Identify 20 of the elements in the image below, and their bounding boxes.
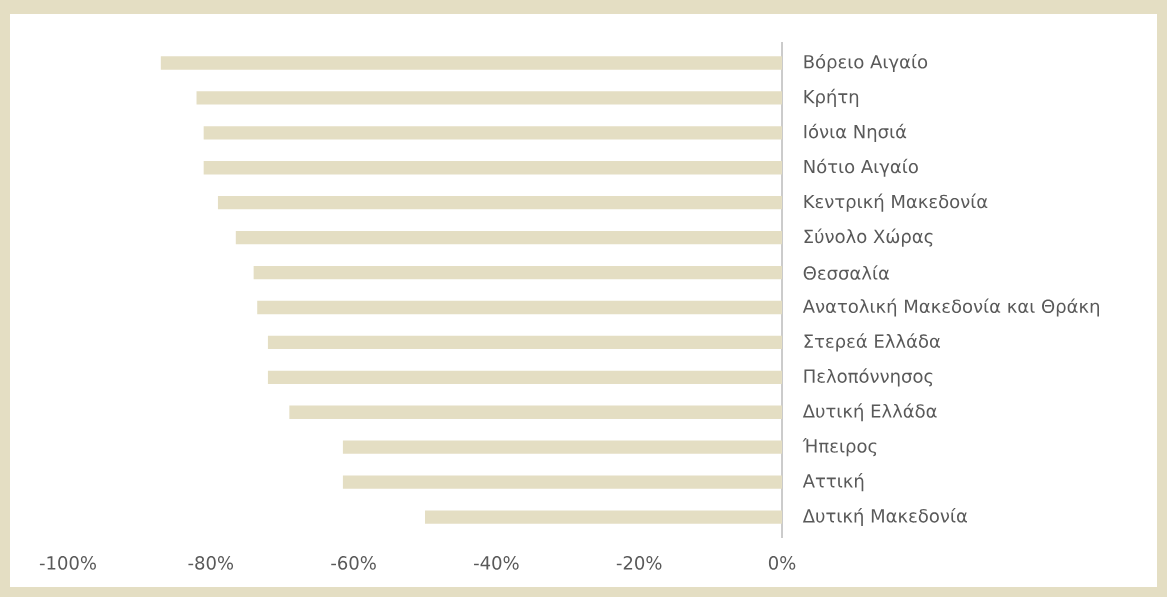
x-tick-label: -20%: [616, 556, 662, 570]
x-tick-label: -100%: [39, 556, 96, 570]
y-tick-label: Στερεά Ελλάδα: [804, 333, 940, 352]
x-tick-label: 0%: [768, 556, 796, 570]
y-tick-label: Δυτική Μακεδονία: [802, 507, 967, 527]
x-tick-label: -80%: [188, 556, 234, 570]
y-tick-label: Ήπειρος: [802, 438, 877, 457]
x-tick-label: -60%: [331, 556, 376, 570]
y-tick-label: Ανατολική Μακεδονία και Θράκη: [802, 298, 1099, 317]
y-tick-label: Ιόνια Νησιά: [804, 123, 907, 142]
y-tick-label: Θεσσαλία: [803, 265, 890, 280]
y-tick-label: Κεντρική Μακεδονία: [804, 193, 988, 212]
y-tick-label: Βόρειο Αιγαίο: [804, 53, 928, 73]
y-tick-label: Κρήτη: [804, 88, 859, 107]
x-tick-label: -40%: [474, 556, 519, 570]
y-tick-label: Πελοπόννησος: [804, 368, 933, 387]
y-tick-label: Αττική: [802, 473, 864, 492]
y-tick-label: Σύνολο Χώρας: [804, 228, 933, 247]
y-tick-label: Νότιο Αιγαίο: [804, 158, 918, 177]
y-tick-label: Δυτική Ελλάδα: [802, 403, 937, 422]
